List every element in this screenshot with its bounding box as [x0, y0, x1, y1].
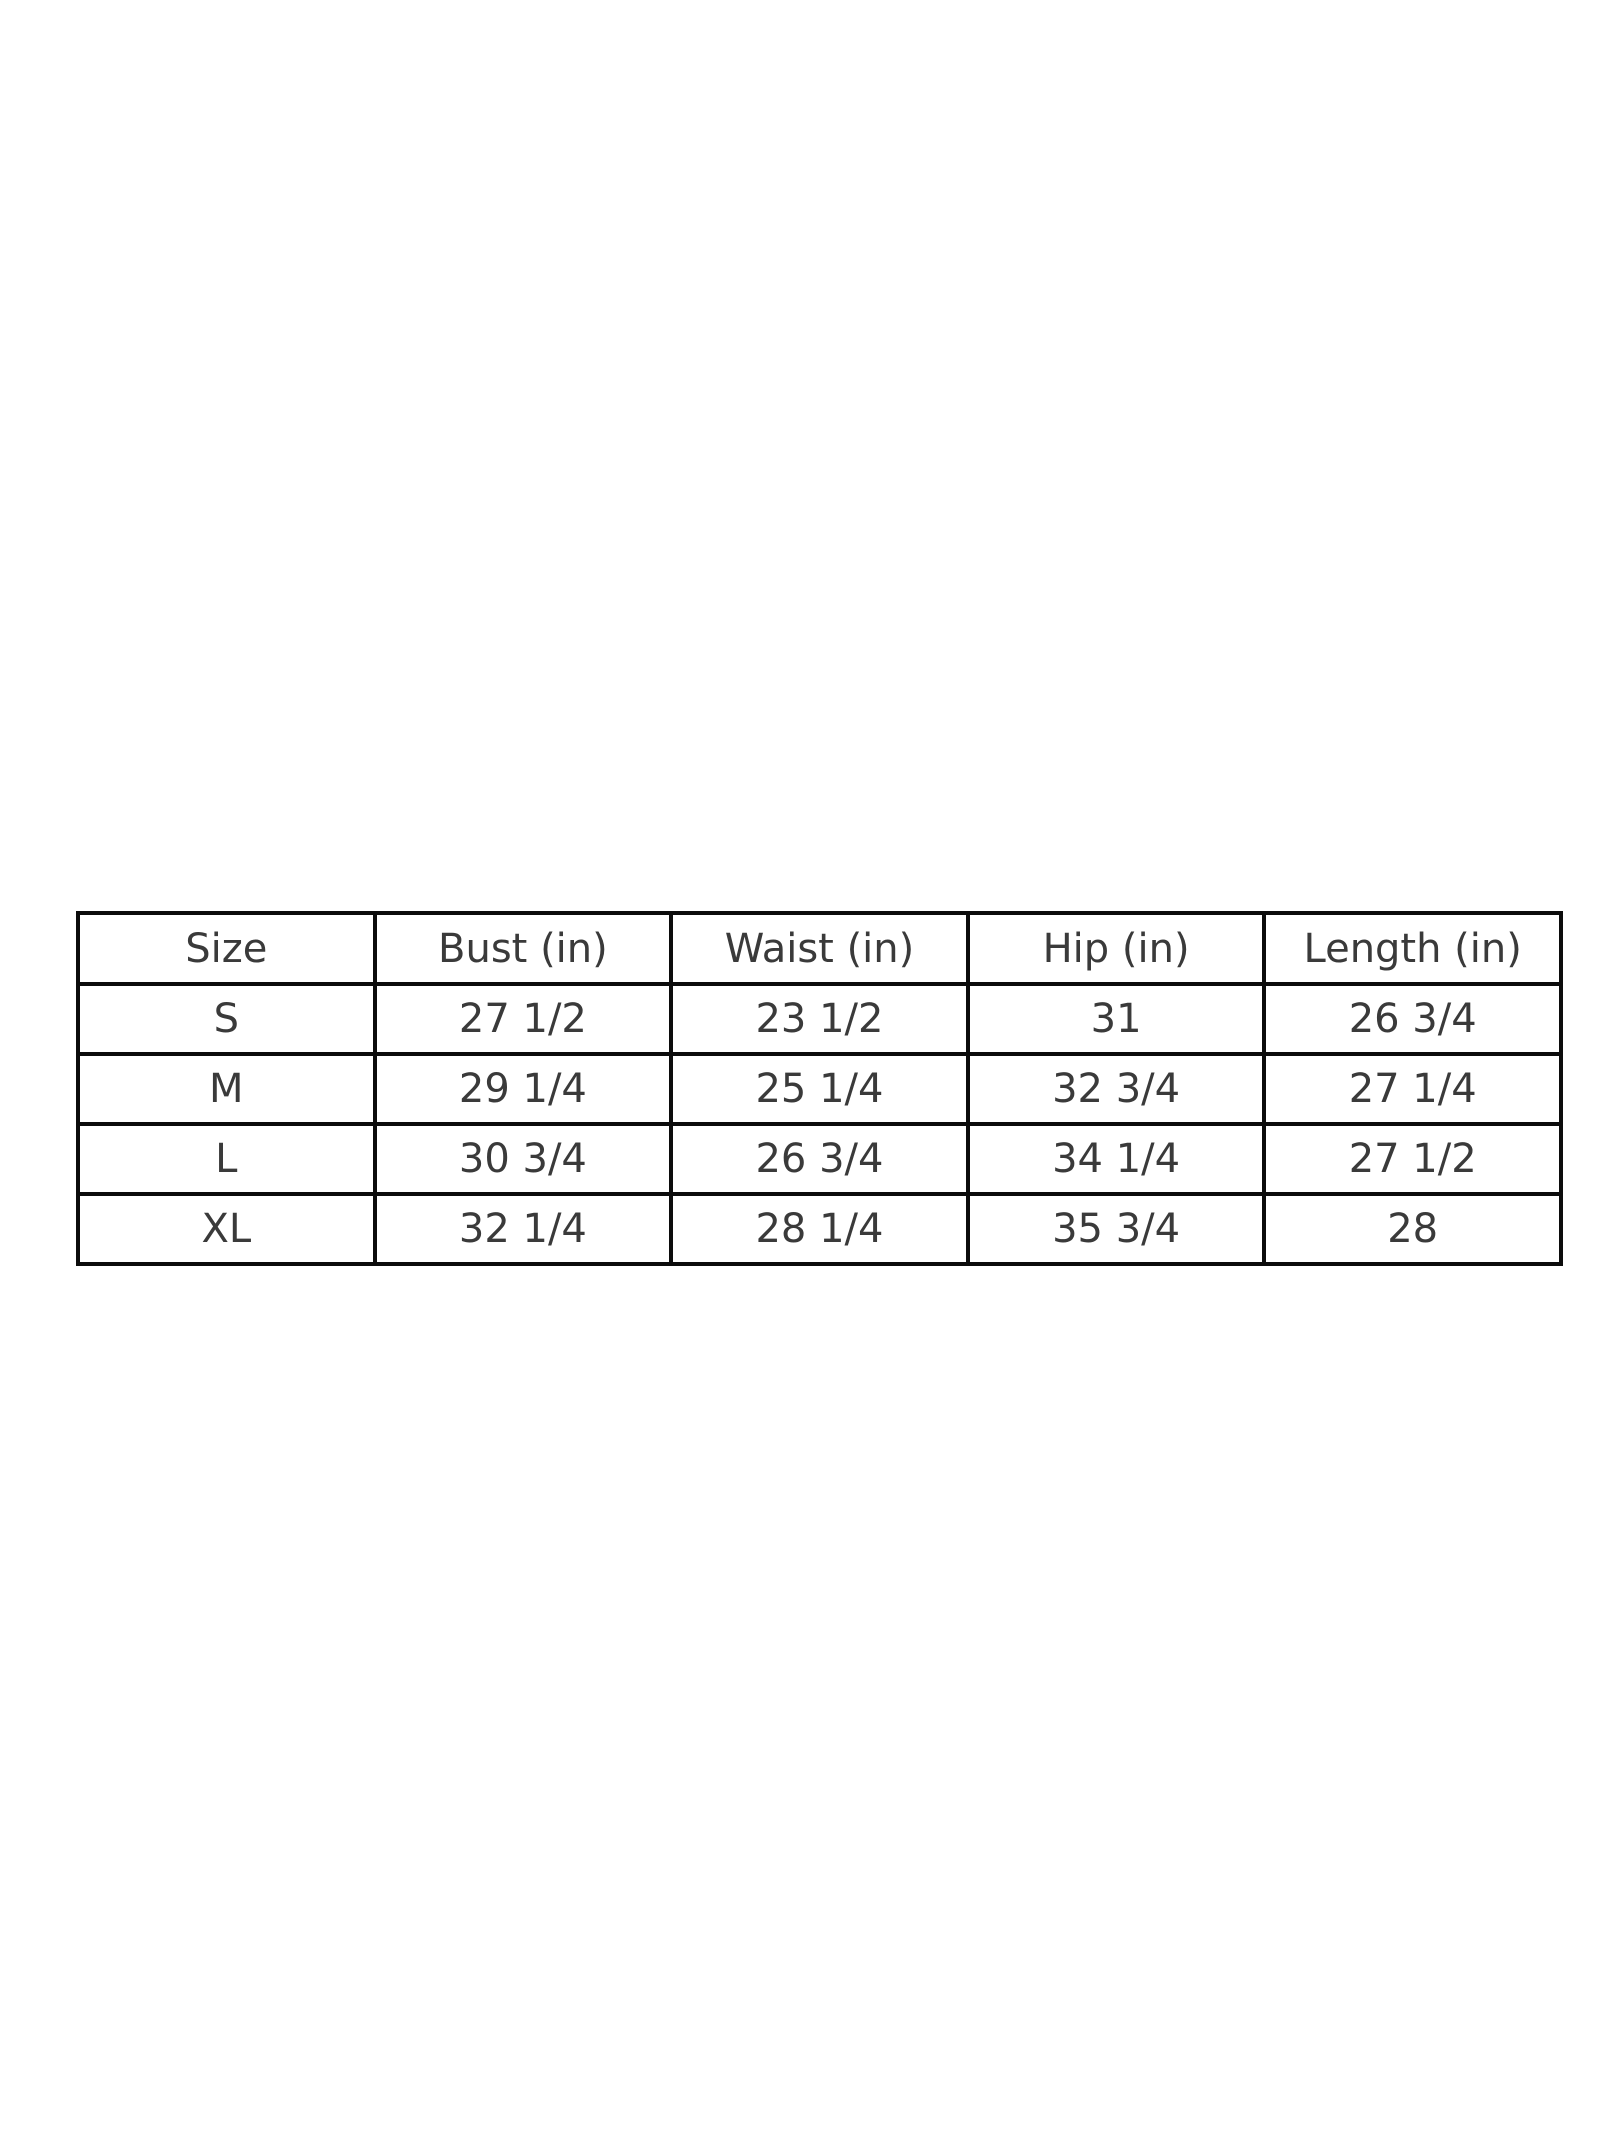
hip-cell: 34 1/4 [965, 1122, 1267, 1196]
size-cell: XL [76, 1192, 377, 1266]
bust-cell: 30 3/4 [372, 1122, 674, 1196]
table-row-l: L 30 3/4 26 3/4 34 1/4 27 1/2 [76, 1122, 1563, 1196]
hip-cell: 32 3/4 [965, 1052, 1267, 1126]
waist-cell: 28 1/4 [669, 1192, 970, 1266]
waist-cell: 26 3/4 [669, 1122, 970, 1196]
length-cell: 27 1/2 [1262, 1122, 1563, 1196]
column-header-waist: Waist (in) [669, 911, 970, 986]
bust-cell: 29 1/4 [372, 1052, 674, 1126]
column-header-length: Length (in) [1262, 911, 1563, 986]
table-row-xl: XL 32 1/4 28 1/4 35 3/4 28 [76, 1192, 1563, 1266]
size-cell: L [76, 1122, 377, 1196]
waist-cell: 23 1/2 [669, 982, 970, 1056]
length-cell: 27 1/4 [1262, 1052, 1563, 1126]
size-cell: S [76, 982, 377, 1056]
table-row-m: M 29 1/4 25 1/4 32 3/4 27 1/4 [76, 1052, 1563, 1126]
column-header-size: Size [76, 911, 377, 986]
size-cell: M [76, 1052, 377, 1126]
header-row: Size Bust (in) Waist (in) Hip (in) Lengt… [76, 911, 1563, 986]
bust-cell: 32 1/4 [372, 1192, 674, 1266]
hip-cell: 35 3/4 [965, 1192, 1267, 1266]
hip-cell: 31 [965, 982, 1267, 1056]
length-cell: 26 3/4 [1262, 982, 1563, 1056]
waist-cell: 25 1/4 [669, 1052, 970, 1126]
column-header-bust: Bust (in) [372, 911, 674, 986]
column-header-hip: Hip (in) [965, 911, 1267, 986]
length-cell: 28 [1262, 1192, 1563, 1266]
table-row-s: S 27 1/2 23 1/2 31 26 3/4 [76, 982, 1563, 1056]
bust-cell: 27 1/2 [372, 982, 674, 1056]
size-chart-table: Size Bust (in) Waist (in) Hip (in) Lengt… [76, 911, 1563, 1266]
